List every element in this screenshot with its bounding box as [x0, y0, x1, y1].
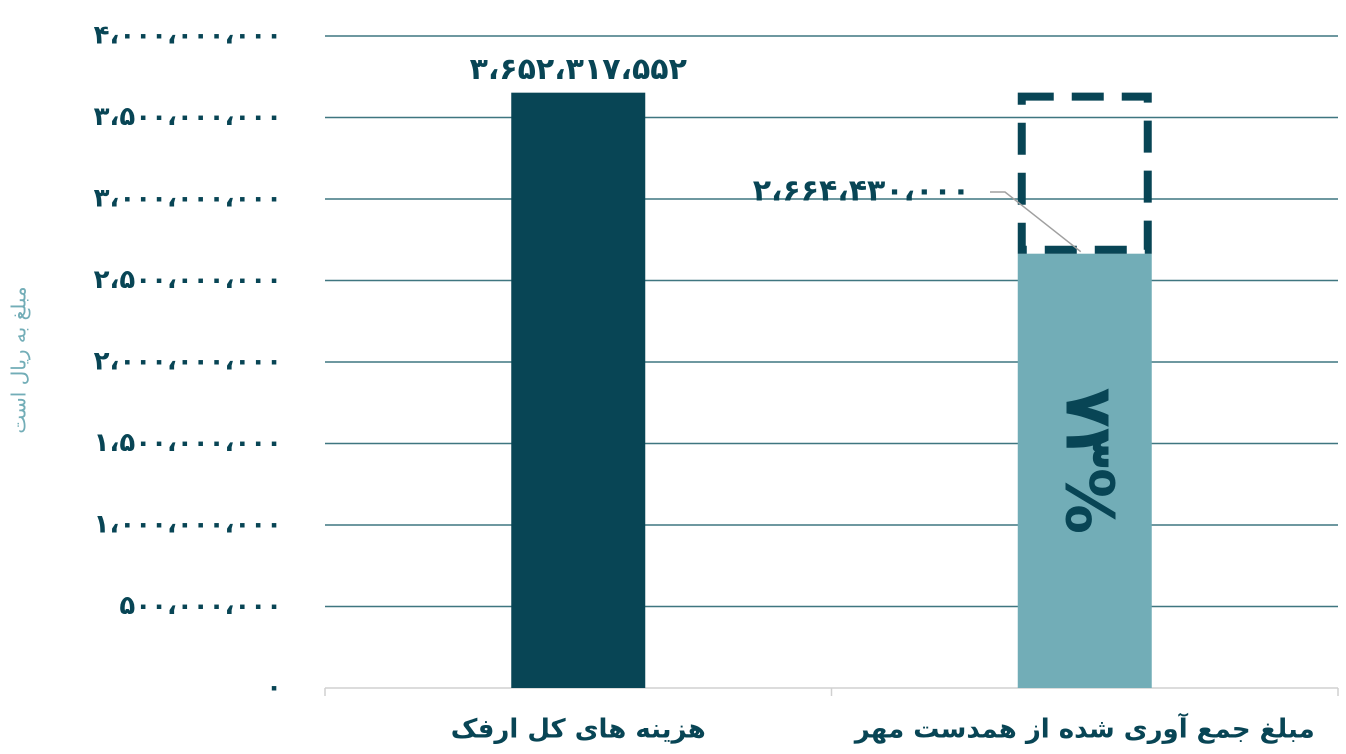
value-label: ۲،۶۶۴،۴۳۰،۰۰۰: [753, 174, 970, 209]
y-axis-label: مبلغ به ریال است: [7, 286, 31, 433]
gap-box: [1017, 92, 1152, 254]
y-tick-label: ۴،۰۰۰،۰۰۰،۰۰۰: [94, 21, 282, 51]
x-tick-label: مبلغ جمع آوری شده از همدست مهر: [853, 713, 1315, 745]
y-tick-label: ۲،۵۰۰،۰۰۰،۰۰۰: [94, 265, 282, 295]
bar: [1017, 253, 1152, 688]
value-label: ۳،۶۵۲،۳۱۷،۵۵۲: [470, 52, 687, 87]
y-tick-label: ۱،۵۰۰،۰۰۰،۰۰۰: [94, 428, 282, 458]
x-tick-label: هزینه های کل ارفک: [451, 715, 706, 745]
y-tick-label: ۲،۰۰۰،۰۰۰،۰۰۰: [94, 347, 282, 377]
y-tick-label: ۳،۵۰۰،۰۰۰،۰۰۰: [94, 102, 282, 132]
annotation: ۷۳%: [1051, 387, 1128, 534]
leader-line: [990, 191, 1082, 253]
y-tick-label: ۱،۰۰۰،۰۰۰،۰۰۰: [94, 510, 282, 540]
y-tick-label: ۵۰۰،۰۰۰،۰۰۰: [119, 591, 282, 621]
y-tick-label: ۳،۰۰۰،۰۰۰،۰۰۰: [94, 184, 282, 214]
bar: [511, 92, 646, 688]
y-tick-label: ۰: [266, 673, 282, 703]
